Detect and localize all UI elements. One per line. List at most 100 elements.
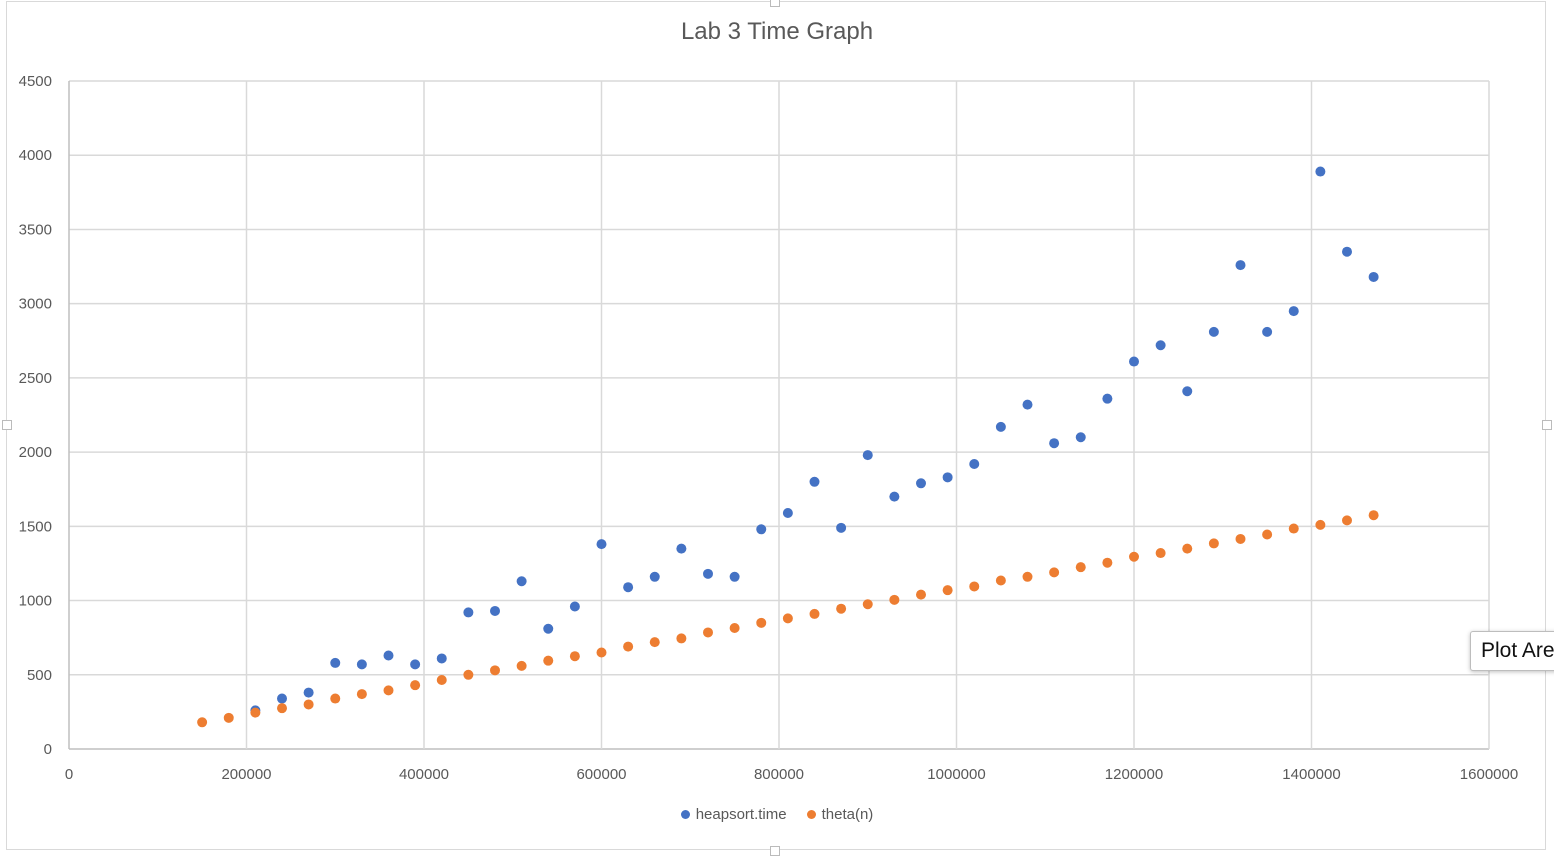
theta-point[interactable] [995,575,1006,586]
theta-point[interactable] [1235,533,1246,544]
heapsort-point[interactable] [1342,246,1352,257]
chart-title[interactable]: Lab 3 Time Graph [680,18,874,45]
resize-handle-left[interactable] [2,420,12,430]
theta-point[interactable] [1049,567,1060,578]
theta-point[interactable] [623,641,634,652]
heapsort-point[interactable] [330,657,341,668]
heapsort-point[interactable] [277,693,287,704]
heapsort-point[interactable] [889,491,900,502]
theta-point[interactable] [569,651,580,662]
legend-marker-theta [806,810,816,819]
heapsort-point[interactable] [543,623,554,634]
theta-point[interactable] [1315,519,1326,530]
theta-point[interactable] [463,669,474,680]
heapsort-point[interactable] [410,659,421,670]
theta-point[interactable] [1022,571,1033,582]
theta-point[interactable] [596,647,607,658]
theta-point[interactable] [303,699,314,710]
heapsort-point[interactable] [995,421,1006,432]
theta-point[interactable] [676,633,687,644]
heapsort-point[interactable] [1235,260,1246,271]
theta-point[interactable] [1288,523,1299,534]
chart-area[interactable] [6,1,1546,850]
heapsort-point[interactable] [1288,306,1299,317]
resize-handle-top[interactable] [770,0,780,7]
heapsort-point[interactable] [596,539,607,550]
theta-point[interactable] [410,680,421,691]
y-tick-label: 1000 [19,593,52,610]
heapsort-point[interactable] [516,576,527,587]
theta-point[interactable] [543,655,554,666]
heapsort-point[interactable] [649,571,660,582]
heapsort-point[interactable] [1129,356,1139,367]
heapsort-point[interactable] [623,582,634,593]
legend-item-theta[interactable]: theta(n) [806,806,873,823]
theta-point[interactable] [1208,538,1219,549]
heapsort-point[interactable] [436,653,447,664]
theta-point[interactable] [756,617,767,628]
theta-point[interactable] [383,685,394,696]
theta-point[interactable] [969,581,980,592]
theta-point[interactable] [942,585,953,596]
heapsort-point[interactable] [490,605,500,616]
theta-point[interactable] [703,627,713,638]
heapsort-point[interactable] [703,568,713,579]
heapsort-point[interactable] [383,650,394,661]
legend-item-heapsort[interactable]: heapsort.time [680,806,787,823]
heapsort-point[interactable] [969,458,980,469]
resize-handle-right[interactable] [1542,420,1552,430]
theta-point[interactable] [1075,562,1086,573]
heapsort-point[interactable] [1182,386,1193,397]
heapsort-point[interactable] [942,472,953,483]
heapsort-point[interactable] [1315,166,1326,177]
theta-point[interactable] [1155,548,1166,559]
heapsort-point[interactable] [782,507,793,518]
heapsort-point[interactable] [809,476,820,487]
heapsort-point[interactable] [1102,393,1113,404]
theta-point[interactable] [729,623,740,634]
heapsort-point[interactable] [729,571,740,582]
heapsort-point[interactable] [916,478,926,489]
theta-point[interactable] [330,693,341,704]
theta-point[interactable] [436,674,447,685]
theta-point[interactable] [223,712,234,723]
theta-point[interactable] [1129,551,1139,562]
heapsort-point[interactable] [756,524,767,535]
theta-point[interactable] [516,660,527,671]
heapsort-point[interactable] [1022,399,1033,410]
y-tick-label: 500 [27,667,52,684]
theta-point[interactable] [916,589,926,600]
legend[interactable]: heapsort.time theta(n) [0,806,1554,823]
theta-point[interactable] [277,703,287,714]
heapsort-point[interactable] [356,659,367,670]
theta-point[interactable] [250,707,261,718]
theta-point[interactable] [1182,543,1193,554]
heapsort-point[interactable] [1368,271,1379,282]
heapsort-point[interactable] [569,601,580,612]
theta-point[interactable] [197,717,208,728]
theta-point[interactable] [782,613,793,624]
heapsort-point[interactable] [862,450,873,461]
theta-point[interactable] [862,599,873,610]
theta-point[interactable] [1102,557,1113,568]
heapsort-point[interactable] [1155,340,1166,351]
theta-point[interactable] [356,689,367,700]
heapsort-point[interactable] [676,543,687,554]
theta-point[interactable] [649,637,660,648]
theta-point[interactable] [1342,515,1352,526]
theta-point[interactable] [1368,510,1379,521]
heapsort-point[interactable] [1208,326,1219,337]
theta-point[interactable] [809,608,820,619]
heapsort-point[interactable] [463,607,474,618]
theta-point[interactable] [889,594,900,605]
theta-point[interactable] [490,665,500,676]
heapsort-point[interactable] [303,687,314,698]
y-tick-label: 0 [44,741,52,758]
heapsort-point[interactable] [1049,438,1060,449]
heapsort-point[interactable] [1075,432,1086,443]
theta-point[interactable] [1262,529,1273,540]
heapsort-point[interactable] [1262,326,1273,337]
theta-point[interactable] [836,603,847,614]
heapsort-point[interactable] [836,522,847,533]
